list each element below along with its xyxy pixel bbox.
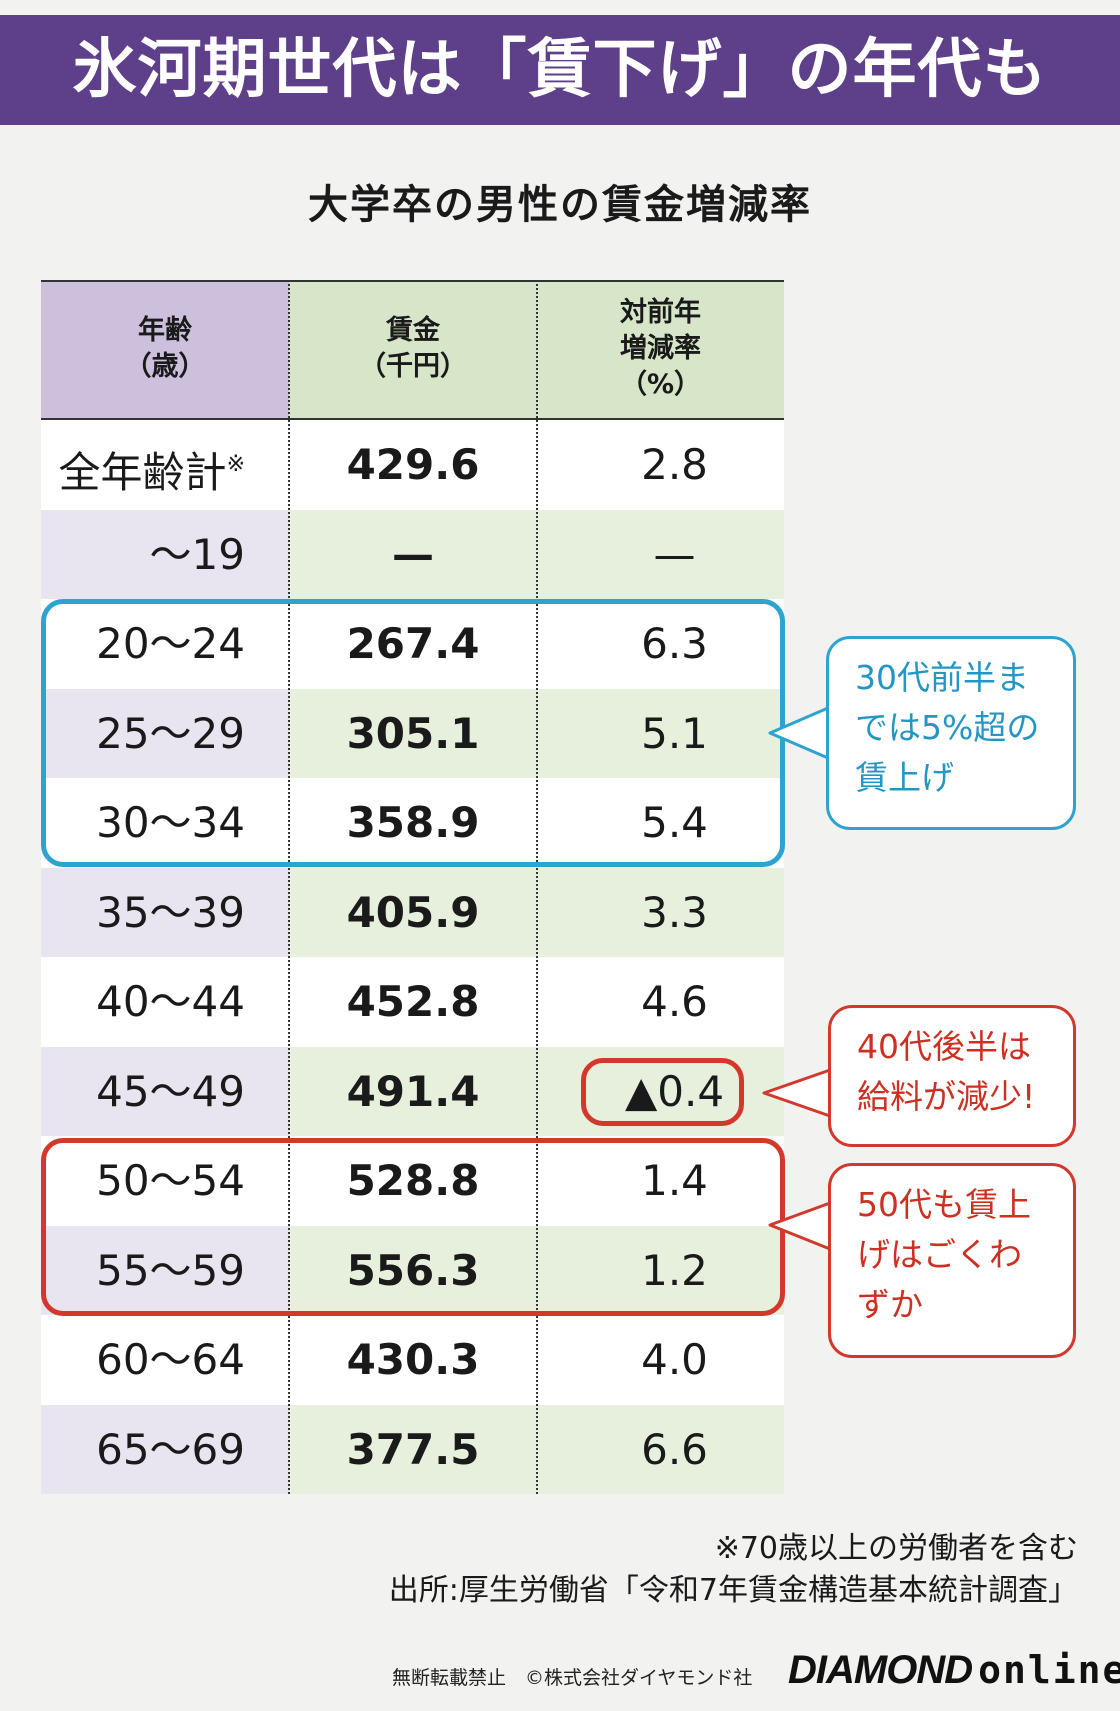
wage-cell: 491.4 bbox=[289, 1046, 537, 1136]
age-label: 20～24 bbox=[96, 619, 245, 668]
table-row: 60～64 430.3 4.0 bbox=[41, 1315, 784, 1405]
rate-cell: — bbox=[537, 509, 784, 599]
copyright-notice: 無断転載禁止 ©株式会社ダイヤモンド社 bbox=[392, 1667, 753, 1689]
age-label: 25～29 bbox=[96, 708, 245, 758]
age-cell: 65～69 bbox=[41, 1404, 289, 1494]
age-label: 60～64 bbox=[96, 1335, 245, 1384]
notes: ※70歳以上の労働者を含む 出所:厚生労働省「令和7年賃金構造基本統計調査」 bbox=[389, 1528, 1078, 1612]
highlight-50s bbox=[41, 1138, 785, 1316]
logo-sub: online bbox=[978, 1648, 1120, 1692]
header-age: 年齢 （歳） bbox=[41, 280, 289, 418]
callout-red-2-text: 50代も賃上 げはごくわ ずか bbox=[857, 1185, 1031, 1324]
age-cell: 30～34 bbox=[41, 778, 289, 868]
callout-blue: 30代前半ま では5%超の 賃上げ bbox=[826, 636, 1076, 830]
page-title: 氷河期世代は「賃下げ」の年代も bbox=[72, 33, 1048, 107]
table-row: 30～34 358.9 5.4 bbox=[41, 778, 784, 868]
age-label: 65～69 bbox=[96, 1424, 245, 1474]
highlight-45-49-rate bbox=[581, 1058, 744, 1126]
highlight-20s-30s bbox=[41, 599, 785, 867]
age-label: 35～39 bbox=[96, 887, 245, 937]
age-label: 全年齢計 bbox=[58, 448, 227, 497]
table-row: 55～59 556.3 1.2 bbox=[41, 1225, 784, 1315]
rate-cell: 3.3 bbox=[537, 867, 784, 957]
age-label: 55～59 bbox=[96, 1245, 245, 1295]
rate-cell: 1.4 bbox=[537, 1136, 784, 1226]
rate-cell: 1.2 bbox=[537, 1225, 784, 1315]
footnote-mark: ※ bbox=[226, 452, 245, 477]
table-bottom-border bbox=[41, 280, 784, 282]
age-cell: ～19 bbox=[41, 509, 289, 599]
wage-cell: 528.8 bbox=[289, 1136, 537, 1226]
wage-table: 年齢 （歳） 賃金 （千円） 対前年 増減率 （%） 全年齢計※ 429.6 2.8… bbox=[41, 280, 784, 1494]
age-cell: 全年齢計※ bbox=[41, 420, 289, 510]
wage-cell: 405.9 bbox=[289, 867, 537, 957]
wage-cell: 305.1 bbox=[289, 688, 537, 778]
age-label: 40～44 bbox=[96, 977, 245, 1026]
table-row: ～19 — — bbox=[41, 509, 784, 599]
header-rate: 対前年 増減率 （%） bbox=[537, 280, 784, 418]
rate-cell: 5.4 bbox=[537, 778, 784, 868]
callout-blue-text: 30代前半ま では5%超の 賃上げ bbox=[855, 658, 1040, 797]
age-cell: 35～39 bbox=[41, 867, 289, 957]
age-cell: 60～64 bbox=[41, 1315, 289, 1405]
table-row: 20～24 267.4 6.3 bbox=[41, 599, 784, 689]
wage-cell: 452.8 bbox=[289, 957, 537, 1047]
age-label: 45～49 bbox=[96, 1066, 245, 1116]
table-header: 年齢 （歳） 賃金 （千円） 対前年 増減率 （%） bbox=[41, 280, 784, 420]
diamond-online-logo: DIAMOND online bbox=[788, 1648, 1120, 1693]
age-cell: 45～49 bbox=[41, 1046, 289, 1136]
column-divider bbox=[536, 280, 538, 1494]
table-row: 65～69 377.5 6.6 bbox=[41, 1404, 784, 1494]
table-row: 35～39 405.9 3.3 bbox=[41, 867, 784, 957]
age-cell: 40～44 bbox=[41, 957, 289, 1047]
wage-cell: 358.9 bbox=[289, 778, 537, 868]
age-cell: 55～59 bbox=[41, 1225, 289, 1315]
callout-pointer bbox=[768, 706, 830, 760]
table-row: 50～54 528.8 1.4 bbox=[41, 1136, 784, 1226]
rate-cell: 6.6 bbox=[537, 1404, 784, 1494]
column-divider bbox=[288, 280, 290, 1494]
age-label: 30～34 bbox=[96, 798, 245, 847]
age-cell: 20～24 bbox=[41, 599, 289, 689]
header-wage: 賃金 （千円） bbox=[289, 280, 537, 418]
wage-cell: 267.4 bbox=[289, 599, 537, 689]
rate-cell: 4.0 bbox=[537, 1315, 784, 1405]
table-row: 25～29 305.1 5.1 bbox=[41, 688, 784, 778]
table-row: 全年齢計※ 429.6 2.8 bbox=[41, 420, 784, 510]
callout-red-1-text: 40代後半は 給料が減少! bbox=[857, 1027, 1036, 1116]
table-body: 全年齢計※ 429.6 2.8 ～19— —20～24 267.4 6.3 25～29 305.… bbox=[41, 280, 784, 1494]
chart-subtitle: 大学卒の男性の賃金増減率 bbox=[308, 182, 812, 228]
age-label: 50～54 bbox=[96, 1156, 245, 1205]
table-row: 45～49 491.4 ▲0.4 bbox=[41, 1046, 784, 1136]
wage-cell: 429.6 bbox=[289, 420, 537, 510]
callout-pointer bbox=[768, 1201, 832, 1251]
footnote: ※70歳以上の労働者を含む bbox=[714, 1531, 1078, 1566]
callout-red-2: 50代も賃上 げはごくわ ずか bbox=[828, 1163, 1076, 1358]
source-note: 出所:厚生労働省「令和7年賃金構造基本統計調査」 bbox=[388, 1573, 1078, 1608]
rate-cell: 2.8 bbox=[537, 420, 784, 510]
title-banner: 氷河期世代は「賃下げ」の年代も bbox=[0, 15, 1120, 125]
rate-cell: 4.6 bbox=[537, 957, 784, 1047]
table-row: 40～44 452.8 4.6 bbox=[41, 957, 784, 1047]
wage-cell: — bbox=[289, 509, 537, 599]
rate-cell: 5.1 bbox=[537, 688, 784, 778]
age-cell: 50～54 bbox=[41, 1136, 289, 1226]
wage-cell: 377.5 bbox=[289, 1404, 537, 1494]
logo-main: DIAMOND bbox=[788, 1648, 973, 1692]
age-label: ～19 bbox=[149, 529, 245, 579]
wage-cell: 556.3 bbox=[289, 1225, 537, 1315]
age-cell: 25～29 bbox=[41, 688, 289, 778]
callout-red-1: 40代後半は 給料が減少! bbox=[828, 1005, 1076, 1147]
callout-pointer bbox=[762, 1068, 832, 1118]
rate-cell: 6.3 bbox=[537, 599, 784, 689]
wage-cell: 430.3 bbox=[289, 1315, 537, 1405]
